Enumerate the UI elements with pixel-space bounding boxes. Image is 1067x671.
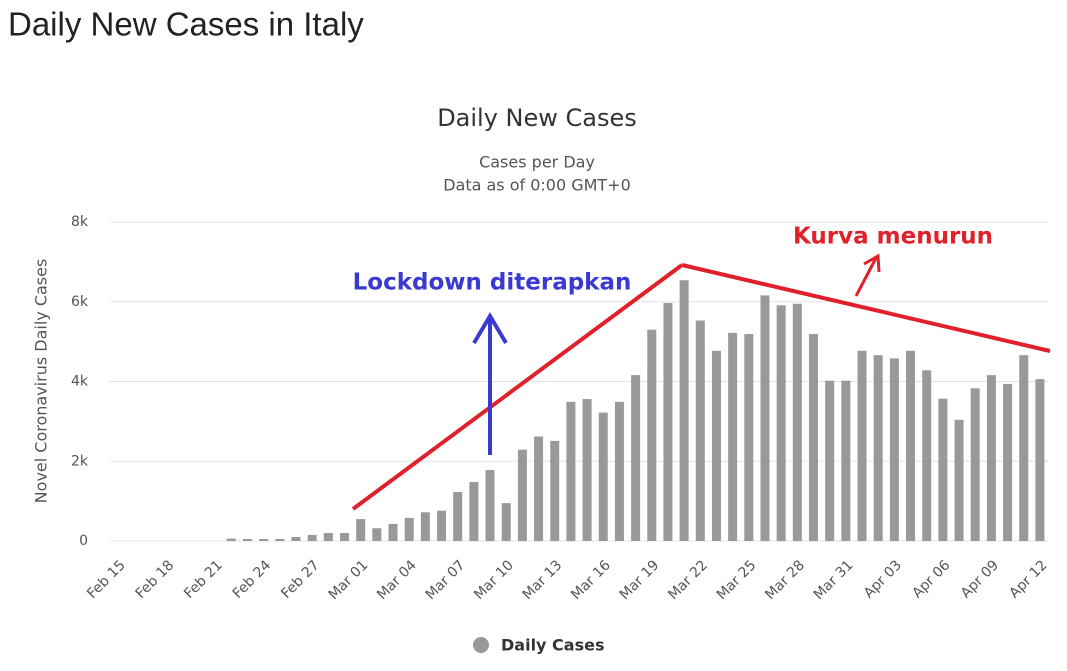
annotation-layer: Lockdown diterapkan Kurva menurun	[351, 224, 1051, 511]
bar	[728, 332, 738, 541]
bar	[501, 503, 511, 541]
bar	[582, 399, 592, 541]
x-tick-label: Mar 13	[520, 557, 566, 603]
bar	[825, 380, 835, 541]
bar	[550, 440, 560, 541]
x-tick-label: Mar 16	[568, 557, 614, 603]
bar	[954, 419, 964, 541]
x-tick-label: Feb 15	[84, 557, 129, 602]
x-tick-label: Mar 28	[762, 557, 808, 603]
x-tick-label: Feb 18	[133, 557, 178, 602]
y-tick-label: 8k	[71, 214, 89, 230]
x-tick-label: Apr 06	[909, 557, 953, 601]
annotation-line	[351, 263, 684, 511]
legend-marker	[473, 637, 489, 653]
bar	[453, 491, 463, 541]
x-tick-label: Mar 19	[617, 557, 663, 603]
bar	[970, 388, 980, 541]
x-tick-label: Apr 09	[958, 557, 1002, 601]
bar	[614, 401, 624, 541]
y-tick-label: 0	[79, 533, 88, 549]
bar	[809, 334, 818, 541]
bar	[356, 519, 366, 541]
legend-label: Daily Cases	[501, 636, 604, 655]
bar	[986, 375, 996, 541]
x-tick-label: Mar 07	[423, 557, 469, 603]
annotation: Kurva menurun	[793, 224, 993, 250]
x-tick-label: Apr 12	[1006, 557, 1050, 601]
annotation-line	[681, 263, 1051, 353]
x-tick-label: Mar 22	[665, 557, 711, 603]
bar	[388, 523, 398, 541]
x-tick-label: Mar 31	[811, 557, 857, 603]
bar	[792, 303, 802, 541]
bar	[711, 350, 721, 541]
bar	[291, 537, 301, 541]
annotation-arrowhead	[472, 312, 508, 345]
bar	[566, 401, 576, 541]
bar	[420, 512, 430, 541]
bar	[598, 412, 608, 541]
y-tick-label: 2k	[71, 453, 89, 469]
bar	[938, 398, 948, 541]
x-tick-label: Mar 10	[471, 557, 517, 603]
bar	[242, 539, 252, 541]
annotation: Lockdown diterapkan	[353, 270, 632, 296]
page-title: Daily New Cases in Italy	[8, 6, 364, 43]
bar	[307, 535, 317, 541]
bar	[695, 320, 705, 541]
bar	[275, 539, 285, 541]
x-tick-label: Feb 21	[181, 557, 226, 602]
bar	[647, 329, 657, 541]
bar	[437, 510, 447, 541]
bar	[372, 528, 382, 541]
bar	[534, 436, 544, 541]
y-axis-label: Novel Coronavirus Daily Cases	[32, 259, 51, 504]
bar	[873, 355, 883, 541]
x-tick-label: Feb 24	[230, 557, 275, 602]
bar	[517, 449, 527, 541]
chart-subtitle: Data as of 0:00 GMT+0	[443, 176, 631, 195]
chart-subtitle: Cases per Day	[479, 153, 595, 172]
x-tick-label: Mar 01	[326, 557, 372, 603]
bar	[1019, 355, 1029, 541]
x-tick-label: Mar 04	[374, 557, 420, 603]
y-tick-label: 4k	[71, 374, 89, 390]
x-tick-label: Mar 25	[714, 557, 760, 603]
bar	[679, 280, 689, 541]
x-tick-label: Apr 03	[861, 557, 905, 601]
bar	[404, 517, 414, 541]
bar	[340, 533, 349, 541]
y-tick-label: 6k	[71, 294, 89, 310]
x-tick-label: Feb 27	[278, 557, 323, 602]
bar	[226, 538, 236, 541]
bar	[631, 375, 641, 541]
bar	[906, 350, 916, 541]
bar	[744, 334, 754, 541]
bar	[259, 539, 269, 541]
annotation-arrowhead	[863, 253, 881, 273]
bar	[469, 481, 479, 541]
bar	[857, 350, 867, 541]
bar	[485, 470, 495, 541]
chart-title: Daily New Cases	[437, 104, 637, 132]
bar	[889, 358, 899, 541]
bar	[1035, 379, 1045, 541]
bar	[922, 370, 932, 541]
bar	[776, 305, 786, 541]
bar	[663, 302, 673, 541]
bar	[1003, 383, 1013, 541]
bar	[323, 533, 333, 541]
annotation-arrow	[854, 257, 878, 297]
bar	[760, 295, 770, 541]
bar	[841, 380, 851, 541]
